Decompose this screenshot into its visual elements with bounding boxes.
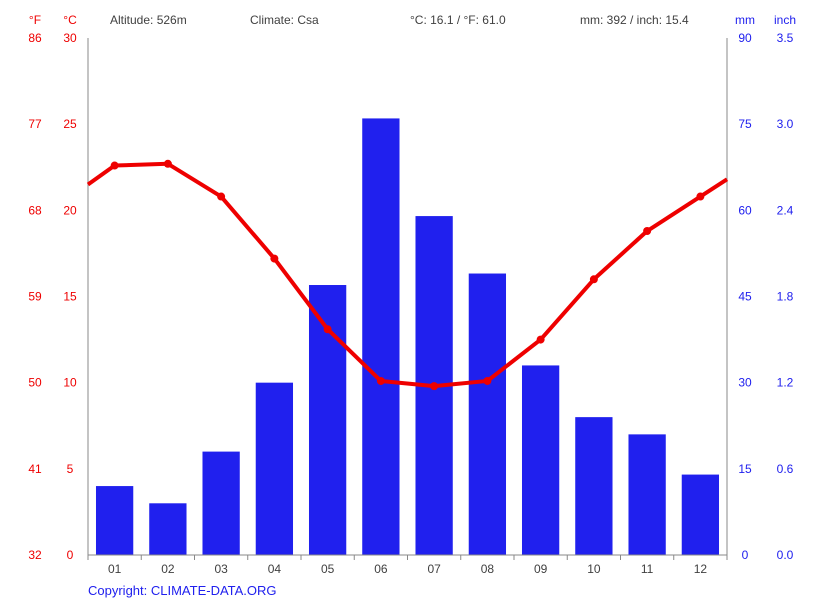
month-label: 05 — [321, 562, 335, 576]
month-labels: 01 02 03 04 05 06 07 08 09 10 11 12 — [108, 562, 707, 576]
month-label: 12 — [694, 562, 708, 576]
axis-tick-label: 68 — [28, 203, 42, 217]
axis-tick-label: 0 — [742, 548, 749, 562]
temperature-marker — [164, 160, 172, 168]
temperature-marker — [643, 227, 651, 235]
axis-tick-label: 75 — [738, 117, 752, 131]
axis-tick-label: 0.6 — [777, 462, 794, 476]
axis-tick-label: 45 — [738, 290, 752, 304]
axis-tick-label: 2.4 — [777, 203, 794, 217]
temperature-marker — [696, 193, 704, 201]
month-label: 03 — [214, 562, 228, 576]
month-label: 07 — [427, 562, 441, 576]
axis-tick-label: 0.0 — [777, 548, 794, 562]
axis-tick-label: 0 — [67, 548, 74, 562]
month-label: 08 — [481, 562, 495, 576]
month-label: 06 — [374, 562, 388, 576]
month-label: 01 — [108, 562, 122, 576]
axis-tick-label: 20 — [63, 203, 77, 217]
axis-tick-label: 1.2 — [777, 376, 794, 390]
x-tick-marks — [88, 555, 727, 560]
fahrenheit-axis-ticks: 32 41 50 59 68 77 86 — [28, 31, 42, 562]
celsius-axis-ticks: 0 5 10 15 20 25 30 — [63, 31, 77, 562]
axis-tick-label: 60 — [738, 203, 752, 217]
precipitation-bar — [522, 365, 559, 555]
temperature-line — [88, 164, 727, 386]
precipitation-bar — [202, 452, 239, 555]
temperature-markers — [111, 160, 705, 390]
month-label: 02 — [161, 562, 175, 576]
precipitation-bar — [149, 503, 186, 555]
month-label: 09 — [534, 562, 548, 576]
precipitation-bar — [96, 486, 133, 555]
month-label: 11 — [641, 562, 654, 576]
axis-tick-label: 90 — [738, 31, 752, 45]
temperature-marker — [217, 193, 225, 201]
precipitation-bar — [362, 118, 399, 555]
temperature-marker — [483, 377, 491, 385]
unit-celsius: °C — [63, 13, 77, 27]
precip-avg-label: mm: 392 / inch: 15.4 — [580, 13, 689, 27]
axis-tick-label: 86 — [28, 31, 42, 45]
axis-tick-label: 50 — [28, 376, 42, 390]
temperature-marker — [111, 162, 119, 170]
axis-tick-label: 30 — [63, 31, 77, 45]
temperature-marker — [270, 255, 278, 263]
axis-tick-label: 15 — [738, 462, 752, 476]
axis-tick-label: 30 — [738, 376, 752, 390]
month-label: 10 — [587, 562, 601, 576]
temperature-marker — [590, 275, 598, 283]
axis-tick-label: 15 — [63, 290, 77, 304]
climate-label: Climate: Csa — [250, 13, 319, 27]
axis-tick-label: 59 — [28, 290, 42, 304]
mm-axis-ticks: 0 15 30 45 60 75 90 — [738, 31, 752, 562]
precipitation-bar — [628, 434, 665, 555]
precipitation-bar — [469, 274, 506, 555]
temperature-marker — [377, 377, 385, 385]
axis-tick-label: 41 — [28, 462, 42, 476]
copyright-label: Copyright: CLIMATE-DATA.ORG — [88, 583, 277, 598]
precipitation-bar — [575, 417, 612, 555]
unit-inch: inch — [774, 13, 796, 27]
axis-tick-label: 3.5 — [777, 31, 794, 45]
axis-tick-label: 1.8 — [777, 290, 794, 304]
month-label: 04 — [268, 562, 282, 576]
axis-tick-label: 10 — [63, 376, 77, 390]
chart-svg: °F °C mm inch Altitude: 526m Climate: Cs… — [0, 0, 815, 611]
temp-avg-label: °C: 16.1 / °F: 61.0 — [410, 13, 506, 27]
axis-tick-label: 5 — [67, 462, 74, 476]
precipitation-bar — [682, 475, 719, 555]
climate-chart: °F °C mm inch Altitude: 526m Climate: Cs… — [0, 0, 815, 611]
altitude-label: Altitude: 526m — [110, 13, 187, 27]
axis-tick-label: 25 — [63, 117, 77, 131]
temperature-marker — [324, 325, 332, 333]
axis-tick-label: 77 — [28, 117, 42, 131]
unit-fahrenheit: °F — [29, 13, 41, 27]
inch-axis-ticks: 0.0 0.6 1.2 1.8 2.4 3.0 3.5 — [777, 31, 794, 562]
precipitation-bars — [96, 118, 719, 555]
precipitation-bar — [256, 383, 293, 555]
temperature-marker — [430, 382, 438, 390]
temperature-marker — [537, 336, 545, 344]
unit-mm: mm — [735, 13, 755, 27]
axis-tick-label: 32 — [28, 548, 42, 562]
axis-tick-label: 3.0 — [777, 117, 794, 131]
